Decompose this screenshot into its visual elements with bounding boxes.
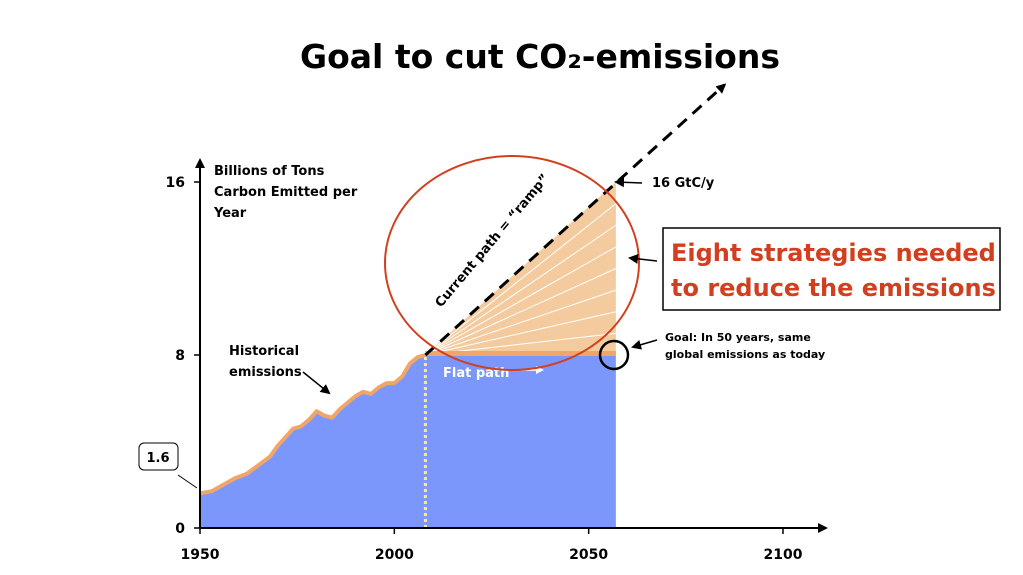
wedges-highlight-ellipse <box>384 155 640 371</box>
end-value-arrow <box>614 177 643 188</box>
wedge-line-7 <box>425 203 617 356</box>
wedge-lines <box>425 203 617 356</box>
strategies-box <box>662 227 1001 311</box>
wedge-line-4 <box>425 268 617 356</box>
y-axis-label-1: Billions of Tons <box>214 164 325 179</box>
y-tick-label: 0 <box>175 521 185 537</box>
y-tick-label: 16 <box>166 175 185 191</box>
wedge-line-3 <box>425 289 617 356</box>
wedge-line-5 <box>425 246 617 356</box>
goal-arrow <box>631 339 658 350</box>
y-axis-label-3: Year <box>213 206 247 221</box>
historical-emissions-area <box>200 355 426 528</box>
axis-ticks: 1950 2000 2050 2100 0 8 16 <box>166 175 803 563</box>
start-value-arrow <box>177 474 198 489</box>
historical-arrow <box>302 371 331 395</box>
strategies-text-2: to reduce the emissions <box>671 274 996 302</box>
x-tick-label: 1950 <box>181 547 220 563</box>
start-value: 1.6 <box>146 451 169 466</box>
chart-title: Goal to cut CO₂-emissions <box>300 37 780 76</box>
flat-path-label: Flat path <box>443 366 509 381</box>
goal-text-2: global emissions as today <box>665 348 825 361</box>
historical-label-2: emissions <box>229 365 302 380</box>
x-tick-label: 2050 <box>569 547 608 563</box>
wedge-line-2 <box>425 311 616 356</box>
flat-path-area <box>425 355 616 528</box>
goal-text-1: Goal: In 50 years, same <box>665 331 811 344</box>
y-tick-label: 8 <box>175 348 185 364</box>
end-value-label: 16 GtC/y <box>652 176 715 191</box>
flat-path-band <box>425 351 616 356</box>
goal-circle <box>598 339 630 371</box>
wedge-line-6 <box>425 224 617 356</box>
strategies-text-1: Eight strategies needed <box>671 239 996 267</box>
strategies-arrow <box>628 253 658 264</box>
historical-label-1: Historical <box>229 344 299 359</box>
start-value-box <box>138 442 179 471</box>
y-axis-label-2: Carbon Emitted per <box>214 185 358 200</box>
ramp-dashed-line <box>424 83 727 357</box>
historical-emissions-line <box>199 353 426 496</box>
x-tick-label: 2000 <box>375 547 414 563</box>
x-tick-label: 2100 <box>764 547 803 563</box>
